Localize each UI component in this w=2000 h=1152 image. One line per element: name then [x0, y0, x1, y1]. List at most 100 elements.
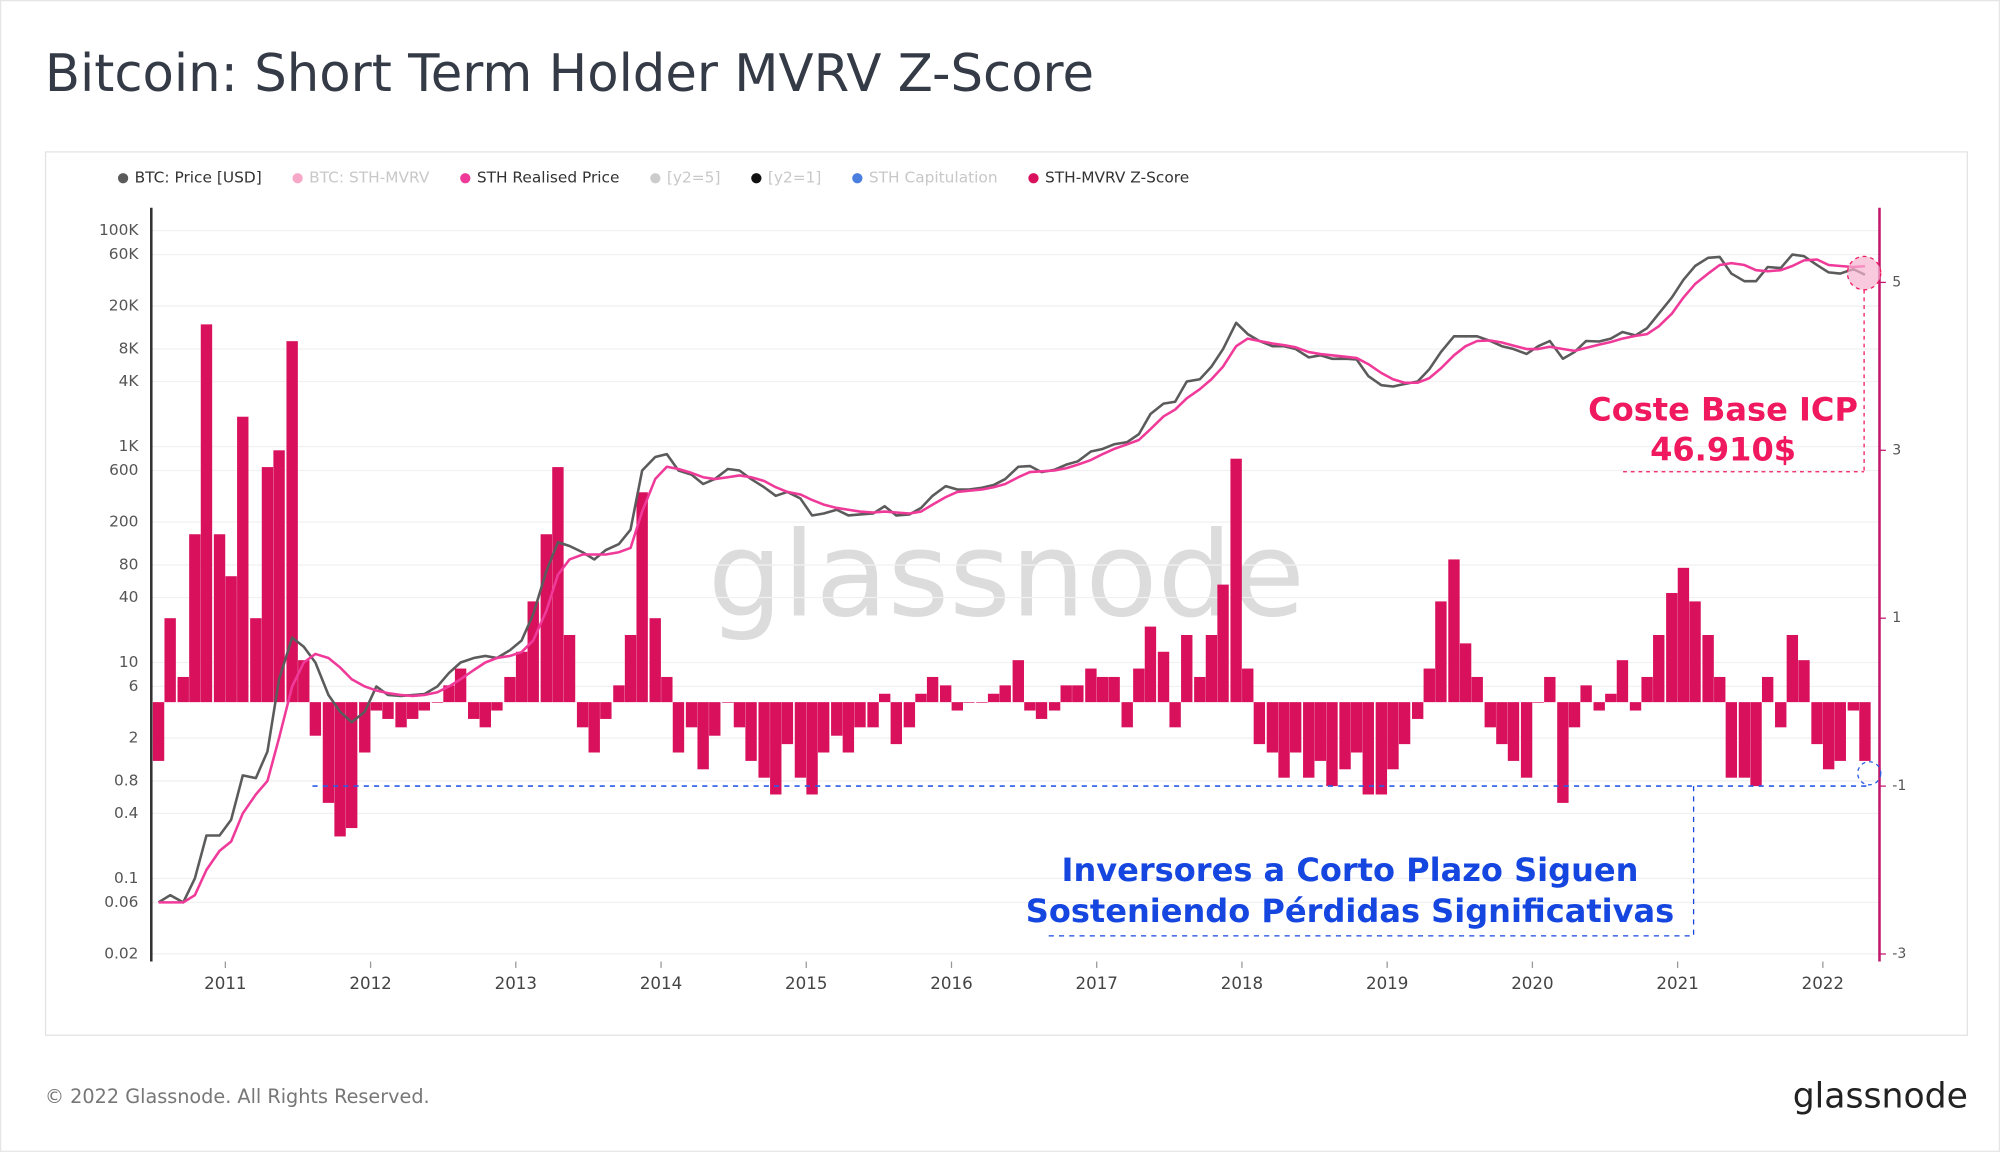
z-score-bar: [1435, 601, 1447, 703]
y-tick-label: 600: [109, 461, 138, 479]
z-score-bar: [915, 693, 927, 703]
z-score-bar: [164, 618, 176, 703]
x-tick-label: 2018: [1221, 974, 1263, 993]
z-score-bar: [346, 702, 358, 829]
z-score-bar: [963, 702, 975, 703]
z-score-bar: [1048, 702, 1061, 711]
y-tick-label: 2: [129, 728, 139, 746]
annotation-text: 46.910$: [1650, 430, 1796, 468]
z-score-bar: [1448, 559, 1460, 703]
x-tick-label: 2017: [1076, 974, 1118, 993]
z-score-bar: [1289, 702, 1302, 753]
z-score-bar: [1859, 702, 1871, 761]
z-score-bar: [951, 702, 963, 711]
chart-frame: [44, 151, 1968, 1036]
z-score-bar: [1568, 702, 1581, 728]
z-score-bar: [1339, 702, 1351, 770]
z-score-bar: [588, 702, 600, 753]
z-score-bar: [250, 618, 262, 703]
z-score-bar: [794, 702, 807, 778]
z-score-bar: [697, 702, 709, 770]
z-score-bar: [1169, 702, 1181, 728]
series-line: [157, 253, 1866, 904]
x-tick-label: 2013: [495, 974, 537, 993]
z-score-bar: [1484, 702, 1496, 728]
z-score-bar: [672, 702, 685, 753]
legend-swatch: [751, 173, 762, 184]
z-score-bar: [1847, 702, 1860, 711]
z-score-bar: [443, 685, 455, 703]
z-score-bar: [1060, 685, 1072, 703]
series-line: [158, 258, 1866, 904]
z-score-bar: [1666, 593, 1678, 703]
z-score-bar: [1459, 643, 1472, 703]
z-score-bar: [999, 685, 1011, 703]
z-score-bar: [406, 702, 419, 719]
x-tick-label: 2016: [930, 974, 972, 993]
z-score-bar: [1217, 584, 1229, 703]
z-score-bar: [1786, 634, 1799, 703]
z-score-bar: [1822, 702, 1835, 770]
z-score-bar: [467, 702, 480, 719]
y2-tick-label: -1: [1892, 778, 1906, 794]
z-score-bar: [722, 702, 734, 703]
z-score-bar: [1811, 702, 1823, 745]
z-score-bar: [527, 601, 539, 703]
y-tick-label: 100K: [99, 221, 139, 239]
y-tick-label: 40: [119, 588, 139, 606]
y-tick-label: 0.4: [114, 804, 138, 822]
legend-label: STH Capitulation: [869, 169, 998, 187]
z-score-bar: [1398, 702, 1411, 745]
z-score-bar: [1738, 702, 1751, 778]
x-tick-label: 2021: [1656, 974, 1698, 993]
z-score-bar: [515, 651, 528, 703]
z-score-bar: [309, 702, 322, 736]
y-tick-label: 10: [119, 653, 139, 671]
z-score-bar: [661, 676, 673, 703]
z-score-bar: [1303, 702, 1315, 778]
logo: glassnode: [1793, 1076, 1968, 1116]
z-score-bar: [237, 416, 249, 703]
legend-label: [y2=5]: [667, 169, 721, 187]
z-score-bar: [1085, 668, 1097, 703]
legend-label: STH Realised Price: [477, 169, 620, 187]
z-score-bar: [552, 467, 564, 703]
z-score-bar: [298, 660, 310, 703]
y2-tick-label: -3: [1892, 946, 1906, 962]
z-score-bar: [1677, 567, 1690, 703]
z-score-bar: [177, 676, 189, 703]
z-score-bar: [939, 685, 952, 703]
x-tick-label: 2015: [785, 974, 827, 993]
z-score-bar: [261, 467, 274, 703]
z-score-bar: [491, 702, 503, 711]
legend-label: STH-MVRV Z-Score: [1045, 169, 1189, 187]
z-score-bar: [1761, 676, 1774, 703]
watermark: glassnode: [708, 507, 1305, 644]
z-score-bar: [1035, 702, 1048, 719]
z-score-bar: [225, 576, 237, 703]
z-score-bar: [1616, 660, 1629, 703]
annotation-text: Inversores a Corto Plazo Siguen: [1062, 851, 1639, 889]
z-score-bar: [1496, 702, 1508, 745]
z-score-bar: [286, 341, 298, 703]
y-tick-label: 80: [119, 555, 139, 573]
z-score-bar: [382, 702, 394, 719]
marker-circle: [1857, 761, 1882, 786]
y-tick-label: 0.06: [104, 893, 138, 911]
y-tick-label: 20K: [109, 297, 140, 315]
z-score-bar: [1266, 702, 1279, 753]
z-score-bar: [709, 702, 721, 736]
z-score-bar: [1798, 660, 1810, 703]
z-score-bar: [431, 702, 444, 703]
y-tick-label: 60K: [109, 245, 140, 263]
footer: © 2022 Glassnode. All Rights Reserved.: [45, 1085, 430, 1108]
z-score-bar: [1375, 702, 1388, 795]
z-score-bar: [758, 702, 770, 778]
legend-swatch: [460, 173, 471, 184]
z-score-bar: [1605, 693, 1617, 703]
z-score-bar: [504, 676, 516, 703]
z-score-bar: [1775, 702, 1787, 728]
z-score-bar: [613, 685, 625, 703]
z-score-bar: [479, 702, 491, 728]
